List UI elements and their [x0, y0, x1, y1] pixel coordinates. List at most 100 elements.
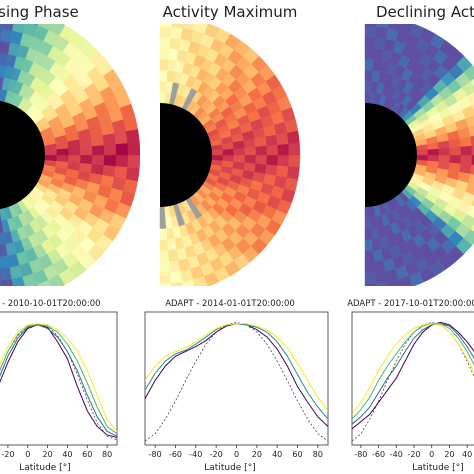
x-tick-label: -80	[354, 450, 367, 459]
wind-cell	[68, 146, 81, 156]
title-maximum: Activity Maximum	[163, 3, 298, 21]
x-tick-label: 80	[102, 450, 112, 459]
wind-cell	[36, 279, 52, 286]
wind-cell	[438, 147, 451, 156]
wind-cell	[364, 25, 377, 38]
wind-cell	[471, 145, 474, 156]
series-line	[351, 323, 474, 425]
wind-cell	[265, 164, 278, 176]
x-tick-label: -20	[407, 450, 420, 459]
wind-cell	[255, 145, 268, 156]
wind-cell	[468, 173, 474, 185]
wind-cell	[373, 48, 384, 61]
polar-panel-maximum	[159, 24, 301, 286]
wind-cell	[398, 24, 413, 35]
wind-cell	[449, 146, 462, 156]
line-panel-maximum: -80 -60 -40 -20 0 20 40 60 80	[144, 311, 329, 459]
wind-cell	[114, 130, 128, 145]
x-tick-label: 0	[429, 450, 434, 459]
wind-cell	[203, 24, 220, 39]
wind-cell	[159, 25, 172, 38]
wind-cell	[233, 154, 246, 163]
plot-frame	[144, 311, 329, 446]
wind-cell	[427, 154, 440, 162]
wind-cell	[277, 143, 290, 156]
series-line	[351, 323, 474, 420]
wind-cell	[91, 144, 105, 156]
series-line	[0, 324, 118, 437]
wind-cell	[471, 154, 474, 165]
wind-cell	[127, 141, 140, 156]
wind-cell	[465, 182, 474, 195]
wind-cell	[286, 130, 300, 144]
wind-cell	[255, 154, 268, 165]
wind-cell	[114, 165, 128, 180]
wind-cell	[48, 24, 66, 36]
line-panel-declining: -80 -60 -40 -20 0 20 40	[351, 311, 474, 459]
wind-cell	[364, 47, 375, 60]
wind-cell	[125, 166, 140, 182]
wind-cell	[159, 283, 172, 286]
wind-cell	[468, 125, 474, 137]
reference-line	[144, 322, 329, 442]
line-panel-rising: -20 0 20 40 60 80	[0, 311, 118, 459]
line-title-maximum: ADAPT - 2014-01-01T20:00:00	[165, 299, 295, 309]
wind-cell	[408, 24, 425, 39]
wind-cell	[80, 154, 93, 165]
wind-cell	[364, 69, 373, 82]
x-tick-label: 0	[234, 450, 239, 459]
x-tick-label: -60	[169, 450, 182, 459]
wind-cell	[449, 154, 462, 164]
wind-cell	[364, 91, 371, 104]
polar-panel-declining	[364, 24, 474, 286]
wind-cell	[115, 154, 129, 168]
wind-cell	[193, 24, 208, 35]
x-tick-label: 80	[313, 450, 323, 459]
wind-cell	[171, 24, 184, 29]
wind-cell	[91, 154, 105, 166]
x-tick-label: 20	[252, 450, 262, 459]
wind-cell	[115, 142, 129, 156]
x-tick-label: -20	[1, 450, 14, 459]
wind-cell	[159, 228, 168, 241]
wind-cell	[266, 154, 279, 166]
wind-cell	[159, 272, 172, 285]
wind-cell	[364, 272, 377, 285]
wind-cell	[11, 276, 26, 286]
x-tick-label: -40	[189, 450, 202, 459]
wind-cell	[364, 239, 374, 252]
polar-panel-rising	[0, 24, 140, 286]
wind-cell	[387, 279, 401, 286]
wind-cell	[286, 166, 300, 180]
wind-cell	[193, 275, 208, 286]
x-tick-label: 20	[42, 450, 52, 459]
series-line	[351, 321, 474, 430]
wind-cell	[56, 154, 69, 163]
wind-cell	[44, 154, 58, 162]
wind-cell	[460, 145, 473, 156]
wind-cell	[376, 281, 389, 286]
wind-cell	[80, 145, 93, 156]
xlabel-rising: Latitude [°]	[19, 463, 70, 473]
line-title-rising: - 2010-10-01T20:00:00	[2, 299, 101, 309]
x-tick-label: 40	[272, 450, 282, 459]
title-rising: ising Phase	[0, 3, 79, 21]
wind-cell	[211, 154, 224, 161]
wind-cell	[159, 36, 171, 49]
wind-cell	[460, 154, 473, 165]
series-line	[144, 323, 329, 412]
wind-cell	[103, 143, 117, 156]
x-tick-label: -40	[390, 450, 403, 459]
wind-cell	[254, 163, 267, 174]
wind-cell	[374, 37, 386, 50]
wind-cell	[277, 154, 290, 167]
wind-cell	[171, 281, 184, 286]
wind-cell	[266, 144, 279, 156]
wind-cell	[103, 154, 117, 167]
wind-cell	[470, 164, 474, 175]
wind-cell	[36, 24, 52, 31]
wind-cell	[288, 154, 301, 168]
wind-cell	[275, 165, 289, 178]
series-line	[351, 323, 474, 415]
